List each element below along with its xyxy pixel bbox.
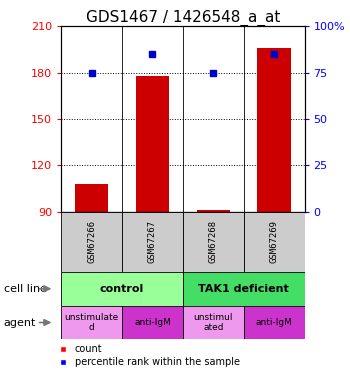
Bar [75, 184, 108, 212]
Text: TAK1 deficient: TAK1 deficient [198, 284, 289, 294]
Text: agent: agent [4, 318, 36, 327]
Bar [244, 212, 304, 272]
Text: unstimul
ated: unstimul ated [194, 313, 233, 332]
Text: GSM67268: GSM67268 [209, 220, 218, 263]
Bar [136, 76, 169, 212]
Text: cell line: cell line [4, 284, 47, 294]
Bar [183, 272, 304, 306]
Bar [257, 48, 291, 212]
Legend: count, percentile rank within the sample: count, percentile rank within the sample [59, 344, 240, 367]
Bar [197, 210, 230, 212]
Bar [61, 212, 122, 272]
Text: anti-IgM: anti-IgM [256, 318, 293, 327]
Bar [122, 306, 183, 339]
Bar [61, 306, 122, 339]
Text: anti-IgM: anti-IgM [134, 318, 171, 327]
Text: GSM67267: GSM67267 [148, 220, 157, 263]
Text: control: control [100, 284, 144, 294]
Text: GSM67269: GSM67269 [270, 220, 279, 263]
Text: GSM67266: GSM67266 [87, 220, 96, 263]
Bar [244, 306, 304, 339]
Bar [183, 212, 244, 272]
Bar [122, 212, 183, 272]
Title: GDS1467 / 1426548_a_at: GDS1467 / 1426548_a_at [86, 10, 280, 26]
Text: unstimulate
d: unstimulate d [64, 313, 119, 332]
Bar [183, 306, 244, 339]
Bar [61, 272, 183, 306]
